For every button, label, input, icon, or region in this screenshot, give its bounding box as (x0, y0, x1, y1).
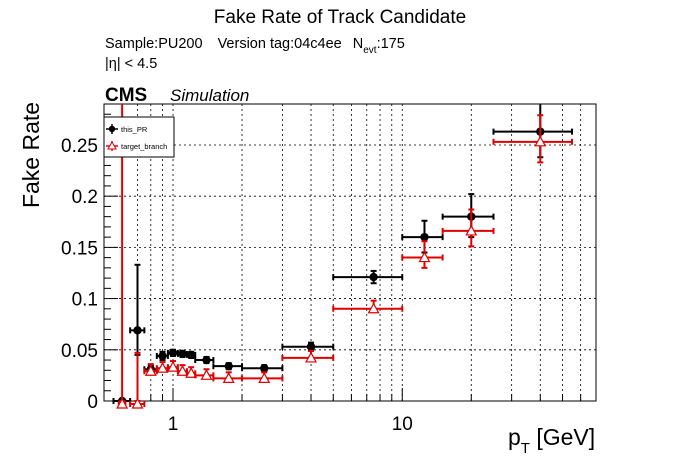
data-point (156, 361, 169, 373)
sample-label: Sample:PU200 (105, 36, 203, 52)
legend-marker (108, 125, 116, 133)
legend-entry-target_branch: target_branch (106, 140, 167, 151)
data-point (168, 348, 178, 358)
y-tick-label: 0.15 (61, 238, 98, 259)
data-point (367, 302, 380, 314)
data-point (222, 372, 235, 383)
grid (104, 104, 596, 401)
legend-label: target_branch (121, 142, 167, 151)
nevt-label: N (353, 36, 363, 52)
legend-entry-this_PR: this_PR (106, 124, 148, 134)
data-point (465, 224, 478, 236)
simulation-label: Simulation (170, 86, 249, 105)
data-point (534, 135, 547, 147)
nevt-subscript: evt (363, 45, 377, 56)
x-tick-label: 1 (168, 414, 179, 435)
legend-marker (107, 140, 117, 150)
y-tick-label: 0.2 (72, 187, 98, 208)
x-axis-title-sub: T (521, 440, 530, 457)
legend: this_PR target_branch (103, 116, 175, 158)
data-point (144, 364, 157, 376)
series-target_branch (116, 104, 573, 409)
data-point (116, 397, 129, 409)
data-point (178, 349, 187, 359)
data-point (418, 251, 431, 263)
data-point (158, 351, 167, 361)
x-tick-label: 10 (392, 414, 413, 435)
tick-labels: 1 10 0 0.05 0.1 0.15 0.2 0.25 (61, 136, 413, 435)
data-point (133, 326, 142, 335)
data-point (224, 361, 233, 371)
data-point (258, 372, 271, 383)
data-series (112, 104, 573, 409)
y-tick-label: 0.05 (61, 341, 98, 362)
chart-subtitle: Sample:PU200 Version tag:04c4ee Nevt:175 (105, 36, 405, 56)
data-point (200, 369, 213, 380)
data-point (369, 272, 378, 282)
data-point (202, 355, 211, 365)
nevt-value: :175 (377, 36, 405, 52)
eta-cut-label: |η| < 4.5 (105, 56, 157, 72)
y-axis-title: Fake Rate (18, 102, 44, 208)
legend-label: this_PR (121, 125, 148, 134)
version-label: Version tag:04c4ee (218, 36, 342, 52)
plot-frame (103, 103, 597, 402)
data-point (186, 350, 196, 360)
data-point (176, 364, 189, 376)
x-axis-title: pT [GeV] (508, 424, 595, 457)
y-tick-label: 0.1 (72, 290, 98, 311)
cms-label: CMS (105, 85, 147, 106)
series-this_PR (112, 104, 573, 406)
data-point (306, 342, 316, 351)
y-tick-label: 0 (87, 392, 98, 413)
data-point (166, 360, 180, 372)
data-point (260, 364, 269, 373)
x-axis-title-unit: [GeV] (530, 424, 595, 450)
legend-box (103, 116, 175, 158)
data-point (305, 351, 318, 363)
x-axis-title-main: p (508, 424, 521, 450)
data-point (185, 367, 198, 378)
y-tick-label: 0.25 (61, 136, 98, 157)
data-point (131, 397, 144, 409)
data-point (420, 232, 429, 242)
chart-title: Fake Rate of Track Candidate (214, 7, 466, 28)
